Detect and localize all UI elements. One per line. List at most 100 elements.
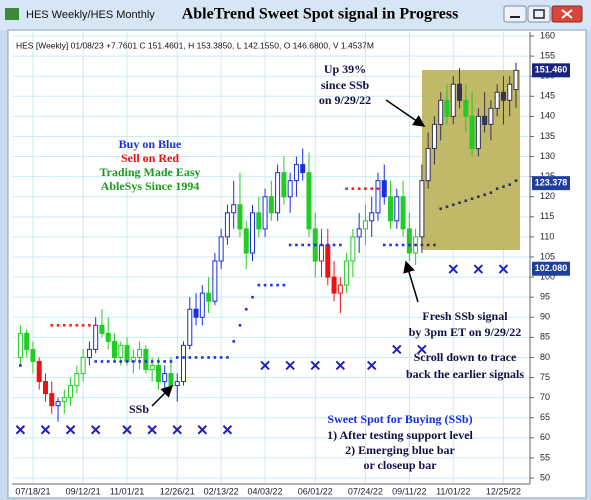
candle-body <box>212 260 218 302</box>
stop-dot <box>313 243 317 247</box>
candle-body <box>306 172 312 230</box>
candle-body <box>124 344 130 362</box>
candle-body <box>118 344 124 358</box>
minimize-button[interactable] <box>503 5 527 23</box>
signal-x <box>366 360 377 371</box>
price-tag-label: 102.080 <box>535 263 568 273</box>
stop-dot <box>56 323 60 327</box>
annotation: Buy on Blue <box>119 137 182 151</box>
stop-dot <box>175 356 179 359</box>
candle-body <box>356 228 362 238</box>
y-tick-label: 90 <box>540 312 550 322</box>
candle-body <box>388 196 394 222</box>
stop-dot <box>370 187 374 190</box>
stop-dot <box>489 191 493 195</box>
stop-dot <box>163 360 166 363</box>
candle-body <box>319 244 325 262</box>
candle-body <box>99 324 105 334</box>
candle-body <box>74 373 80 387</box>
annotation: Up 39% <box>324 62 366 76</box>
candle-body <box>394 196 400 222</box>
stop-dot <box>420 243 424 247</box>
stop-dot <box>138 360 141 363</box>
candle-body <box>162 373 168 383</box>
candle-body <box>105 332 111 342</box>
candle-body <box>381 180 387 198</box>
annotation: by 3pm ET on 9/29/22 <box>409 325 521 339</box>
annotation: AbleSys Since 1994 <box>101 179 200 193</box>
stop-dot <box>100 360 104 363</box>
signal-x <box>15 425 26 435</box>
y-tick-label: 80 <box>540 352 550 362</box>
annotation: since SSb <box>321 78 370 92</box>
signal-x <box>147 425 157 435</box>
y-tick-label: 120 <box>540 191 555 201</box>
stop-dot <box>351 187 355 190</box>
candle-body <box>42 381 48 395</box>
annotation: or closeup bar <box>363 458 437 472</box>
candle-body <box>86 348 92 358</box>
y-tick-label: 140 <box>540 111 555 121</box>
stop-dot <box>81 323 85 327</box>
x-tick-label: 07/18/21 <box>15 486 50 496</box>
y-tick-label: 60 <box>540 432 550 442</box>
annotation: Scroll down to trace <box>414 350 517 364</box>
candle-body <box>181 344 187 383</box>
signal-x <box>498 264 509 274</box>
candle-body <box>513 69 519 91</box>
candle-body <box>93 324 99 350</box>
y-tick-label: 100 <box>540 271 555 281</box>
candle-body <box>224 212 230 238</box>
signal-x <box>473 264 484 274</box>
candle-body <box>444 99 450 117</box>
stop-dot <box>451 203 455 207</box>
stop-dot <box>144 360 148 363</box>
candle-body <box>68 385 74 399</box>
stop-dot <box>364 187 367 190</box>
signal-x <box>172 425 182 435</box>
annotation: back the earlier signals <box>406 367 524 381</box>
candle-body <box>155 364 161 383</box>
y-tick-label: 110 <box>540 231 554 241</box>
window-title: HES Weekly/HES Monthly <box>26 9 155 21</box>
stop-dot <box>169 360 173 363</box>
maximize-button[interactable] <box>527 5 551 23</box>
x-tick-label: 11/01/21 <box>110 486 144 496</box>
title-bar <box>0 0 591 30</box>
arrow <box>151 384 174 407</box>
y-tick-label: 125 <box>540 171 555 181</box>
annotation: SSb <box>129 402 149 416</box>
stop-dot <box>207 356 210 359</box>
signal-x <box>222 425 233 435</box>
candle-body <box>256 212 262 230</box>
y-tick-label: 75 <box>540 372 550 382</box>
stop-dot <box>69 323 72 327</box>
price-tag <box>532 261 570 276</box>
candle-body <box>400 196 406 230</box>
candle-body <box>419 180 425 238</box>
signal-x <box>122 425 132 435</box>
stop-dot <box>282 283 286 287</box>
candle-body <box>300 164 306 174</box>
stop-dot <box>401 243 405 247</box>
y-tick-label: 55 <box>540 452 550 462</box>
x-tick-label: 12/25/22 <box>486 486 521 496</box>
candle-body <box>507 83 513 101</box>
x-tick-label: 12/26/21 <box>160 486 195 496</box>
candle-body <box>17 332 23 358</box>
stop-dot <box>63 323 66 327</box>
price-tag-label: 123.378 <box>535 178 568 188</box>
stop-dot <box>226 356 229 359</box>
candle-body <box>325 244 331 278</box>
candle-body <box>469 115 475 150</box>
candle-body <box>49 393 55 407</box>
stop-dot <box>295 243 298 247</box>
stop-dot <box>157 360 160 363</box>
y-tick-label: 105 <box>540 251 555 261</box>
candle-body <box>450 83 456 117</box>
x-tick-label: 11/01/22 <box>436 486 470 496</box>
arrows <box>151 99 426 407</box>
candle-body <box>24 332 30 350</box>
candle-body <box>268 196 274 214</box>
stop-dot <box>357 187 361 190</box>
